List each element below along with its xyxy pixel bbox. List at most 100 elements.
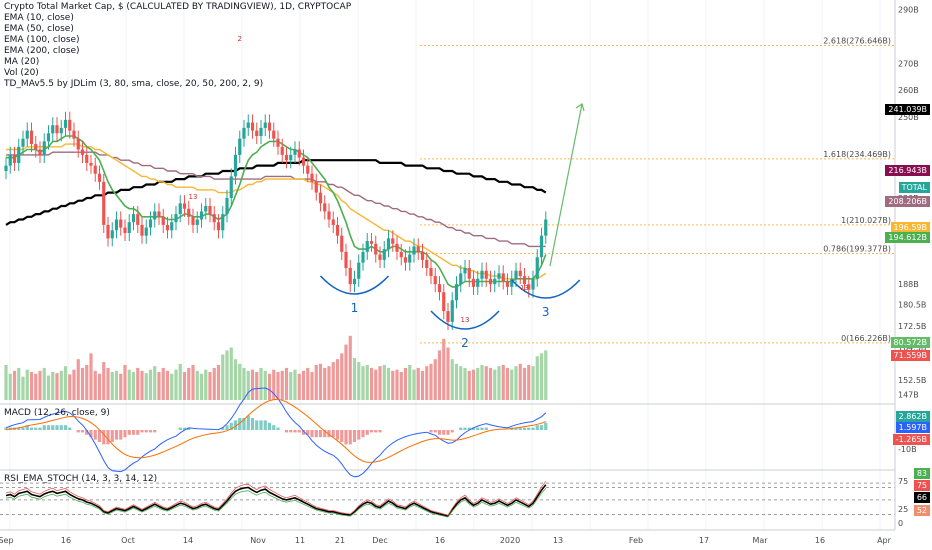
volume-bar	[399, 372, 403, 400]
macd-tag: -1.265B	[892, 434, 930, 445]
macd-hist-bar	[106, 430, 110, 445]
volume-bar	[501, 365, 505, 400]
macd-hist-bar	[127, 430, 131, 435]
candle-body	[80, 149, 85, 155]
grid	[0, 0, 895, 530]
candle-body	[93, 165, 97, 174]
rsi-legend[interactable]: RSI_EMA_STOCH (14, 3, 3, 14, 12)	[4, 474, 158, 484]
fib-label: 0(166.226B)	[841, 334, 891, 343]
candle-body	[450, 300, 454, 322]
price-tick-label: 260B	[898, 86, 919, 95]
candle-body	[76, 138, 80, 150]
volume-bar	[51, 372, 55, 400]
pattern-label: 3	[542, 305, 550, 319]
macd-tag: 2.862B	[895, 411, 930, 422]
candle-body	[386, 238, 391, 250]
volume-bar	[314, 365, 318, 400]
candle-body	[284, 154, 289, 161]
candle-body	[51, 125, 55, 134]
candle-body	[544, 219, 548, 236]
candle-body	[246, 122, 250, 128]
volume-bar	[267, 373, 272, 400]
candle-body	[518, 270, 522, 277]
legend-td-mav[interactable]: TD_MAv5.5 by JDLim (3, 80, sma, close, 2…	[4, 79, 264, 89]
legend-ema50[interactable]: EMA (50, close)	[4, 24, 74, 34]
volume-bar	[454, 363, 459, 400]
time-tick-label: 16	[435, 536, 445, 545]
volume-bar	[408, 365, 412, 400]
macd-hist-bar	[246, 415, 250, 430]
macd-hist-bar	[233, 420, 238, 430]
price-tick-label: 180.5B	[898, 300, 926, 309]
macd-hist-bar	[323, 430, 327, 438]
macd-hist-bar	[21, 427, 25, 430]
macd-hist-bar	[229, 422, 233, 430]
candle-body	[429, 268, 433, 277]
legend-ema100[interactable]: EMA (100, close)	[4, 35, 80, 45]
candle-body	[114, 219, 119, 231]
macd-hist-bar	[17, 427, 21, 430]
legend-vol20[interactable]: Vol (20)	[4, 68, 39, 78]
volume-bar	[199, 373, 204, 400]
candle-body	[17, 146, 21, 163]
volume-bar	[131, 372, 136, 400]
volume-bar	[140, 370, 144, 400]
candle-body	[204, 206, 208, 212]
macd-hist-bar	[340, 430, 344, 442]
candle-body	[148, 219, 153, 228]
stoch-d-line	[5, 488, 547, 518]
candle-body	[369, 241, 374, 244]
macd-hist-bar	[93, 430, 97, 440]
volume-bar	[318, 363, 323, 400]
fib-label: 1.618(234.469B)	[823, 150, 891, 159]
volume-bar	[127, 369, 131, 400]
ema100-line	[6, 151, 546, 248]
macd-hist-bar	[119, 430, 123, 440]
legend-ema10[interactable]: EMA (10, close)	[4, 13, 74, 23]
ema200-line	[5, 159, 547, 226]
volume-bar	[8, 373, 12, 400]
candle-body	[267, 122, 272, 131]
macd-hist-bar	[51, 425, 55, 430]
volume-bar	[225, 350, 229, 400]
macd-hist-bar	[514, 427, 518, 430]
candle-body	[382, 249, 386, 260]
candle-body	[97, 173, 102, 182]
candle-body	[408, 254, 412, 263]
volume-bar	[29, 372, 34, 400]
volume-bar	[335, 359, 340, 400]
volume-bar	[403, 367, 408, 400]
td-count-mark: 2	[238, 35, 242, 43]
macd-legend[interactable]: MACD (12, 26, close, 9)	[4, 408, 110, 418]
candle-body	[46, 133, 51, 142]
macd-hist-bar	[29, 427, 34, 430]
candle-body	[272, 130, 276, 139]
time-tick-label: 13	[553, 536, 563, 545]
candle-body	[140, 224, 144, 236]
volume-bar	[395, 369, 399, 400]
legend-ema200[interactable]: EMA (200, close)	[4, 46, 80, 56]
volume-bar	[123, 365, 127, 400]
volume-bar	[119, 373, 123, 400]
volume-bar	[216, 365, 221, 400]
macd-hist-bar	[369, 430, 374, 433]
macd-hist-bar	[148, 430, 153, 433]
candle-body	[212, 214, 216, 223]
candle-body	[259, 127, 263, 136]
macd-hist-bar	[352, 430, 357, 442]
price-tag: 71.559B	[890, 350, 930, 361]
candle-body	[144, 227, 148, 236]
volume-bar	[114, 370, 119, 400]
candle-body	[335, 224, 340, 236]
legend-ma20[interactable]: MA (20)	[4, 57, 40, 67]
volume-bar	[365, 365, 369, 400]
volume-bar	[272, 369, 276, 400]
fib-levels: 2.618(276.646B) 1.618(234.469B) 1(210.027B…	[420, 36, 895, 344]
volume-bar	[297, 373, 301, 400]
volume-bar	[484, 366, 488, 400]
macd-hist-bar	[301, 430, 306, 435]
pattern-annotations: 1 2 3 2 13 13 13	[189, 35, 585, 350]
macd-hist-bar	[153, 430, 157, 433]
candle-body	[153, 211, 157, 220]
